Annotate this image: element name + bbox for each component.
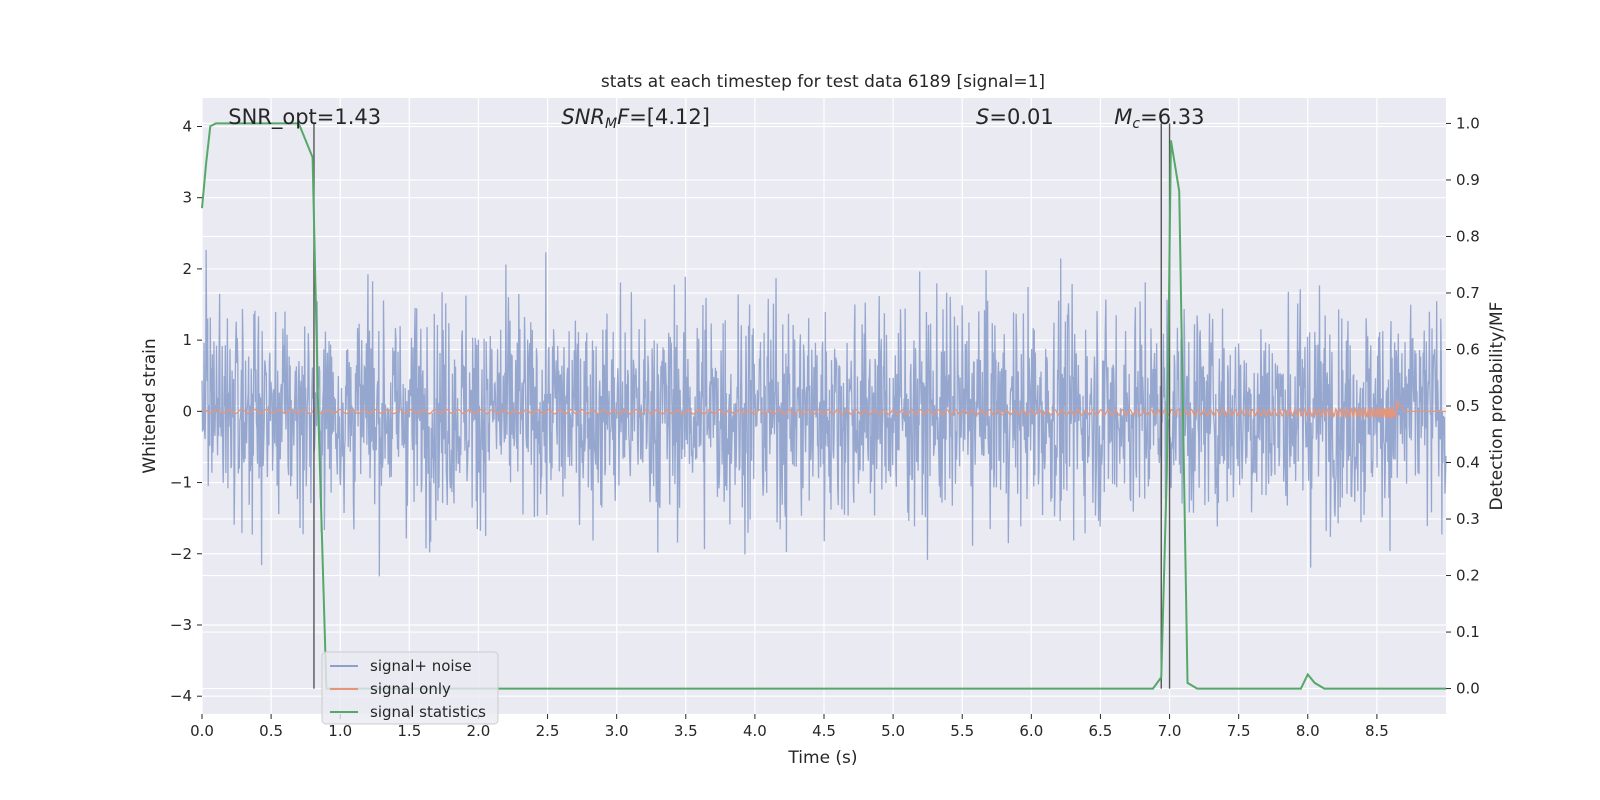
annotation: Mc=6.33	[1114, 105, 1204, 132]
y-tick-label: 4	[182, 117, 192, 135]
y2-tick-label: 0.9	[1456, 171, 1480, 189]
annotation: SNR_opt=1.43	[228, 105, 381, 130]
annotations: SNR_opt=1.43 SNRMF=[4.12] S=0.01 Mc=6.33	[228, 105, 1204, 132]
y-tick-label: 3	[182, 189, 192, 207]
legend: signal+ noise signal only signal statistic…	[321, 651, 499, 725]
x-tick-label: 7.5	[1227, 722, 1251, 740]
y2-tick-label: 1.0	[1456, 114, 1480, 132]
y-tick-label: −4	[170, 687, 192, 705]
y2-tick-label: 0.2	[1456, 567, 1480, 585]
y2-tick-label: 0.5	[1456, 397, 1480, 415]
y2-tick-label: 0.8	[1456, 227, 1480, 245]
legend-label: signal only	[370, 680, 451, 698]
x-tick-label: 2.5	[536, 722, 560, 740]
x-tick-label: 8.0	[1296, 722, 1320, 740]
signal-statistics-series	[201, 122, 1446, 690]
x-tick-label: 1.5	[397, 722, 421, 740]
y-tick-label: −2	[170, 545, 192, 563]
legend-label: signal+ noise	[370, 657, 472, 675]
legend-box	[321, 651, 499, 725]
y-tick-label: −3	[170, 616, 192, 634]
y-axis-left: 4 3 2 1 0 −1 −2 −3 −4	[170, 117, 202, 705]
y2-tick-label: 0.7	[1456, 284, 1480, 302]
y2-tick-label: 0.0	[1456, 680, 1480, 698]
x-tick-label: 1.0	[328, 722, 352, 740]
y-axis-right: 1.0 0.9 0.8 0.7 0.6 0.5 0.4 0.3 0.2 0.1 0.0	[1446, 114, 1480, 698]
signal-only-series	[201, 399, 1446, 420]
signal-only-line	[201, 399, 1446, 420]
y2-axis-label: Detection probability/MF	[1487, 302, 1507, 511]
legend-label: signal statistics	[370, 703, 486, 721]
x-tick-label: 0.0	[190, 722, 214, 740]
x-tick-label: 6.5	[1089, 722, 1113, 740]
x-tick-label: 7.0	[1158, 722, 1182, 740]
y-tick-label: 1	[182, 331, 192, 349]
x-tick-label: 2.0	[467, 722, 491, 740]
x-tick-label: 3.0	[605, 722, 629, 740]
y2-tick-label: 0.6	[1456, 340, 1480, 358]
annotation: S=0.01	[976, 105, 1054, 129]
x-tick-label: 8.5	[1365, 722, 1389, 740]
y-tick-label: 0	[182, 402, 192, 420]
signal-statistics-line	[201, 122, 1446, 690]
annotation: SNRMF=[4.12]	[561, 105, 710, 132]
y2-tick-label: 0.4	[1456, 454, 1480, 472]
chart-title: stats at each timestep for test data 618…	[601, 72, 1045, 92]
y-axis-label: Whitened strain	[140, 338, 160, 473]
x-tick-label: 4.5	[812, 722, 836, 740]
x-tick-label: 4.0	[743, 722, 767, 740]
y-tick-label: −1	[170, 474, 192, 492]
y2-tick-label: 0.3	[1456, 510, 1480, 528]
signal-plus-noise-series	[201, 249, 1447, 577]
x-tick-label: 6.0	[1019, 722, 1043, 740]
x-axis-label: Time (s)	[787, 748, 857, 768]
y-tick-label: 2	[182, 260, 192, 278]
y2-tick-label: 0.1	[1456, 623, 1480, 641]
signal-plus-noise-line	[201, 249, 1447, 577]
x-tick-label: 5.5	[950, 722, 974, 740]
x-axis: 0.0 0.5 1.0 1.5 2.0 2.5 3.0 3.5 4.0 4.5 5.0 5.5 6.0 6…	[190, 714, 1389, 740]
x-tick-label: 3.5	[674, 722, 698, 740]
x-tick-label: 0.5	[259, 722, 283, 740]
x-tick-label: 5.0	[881, 722, 905, 740]
